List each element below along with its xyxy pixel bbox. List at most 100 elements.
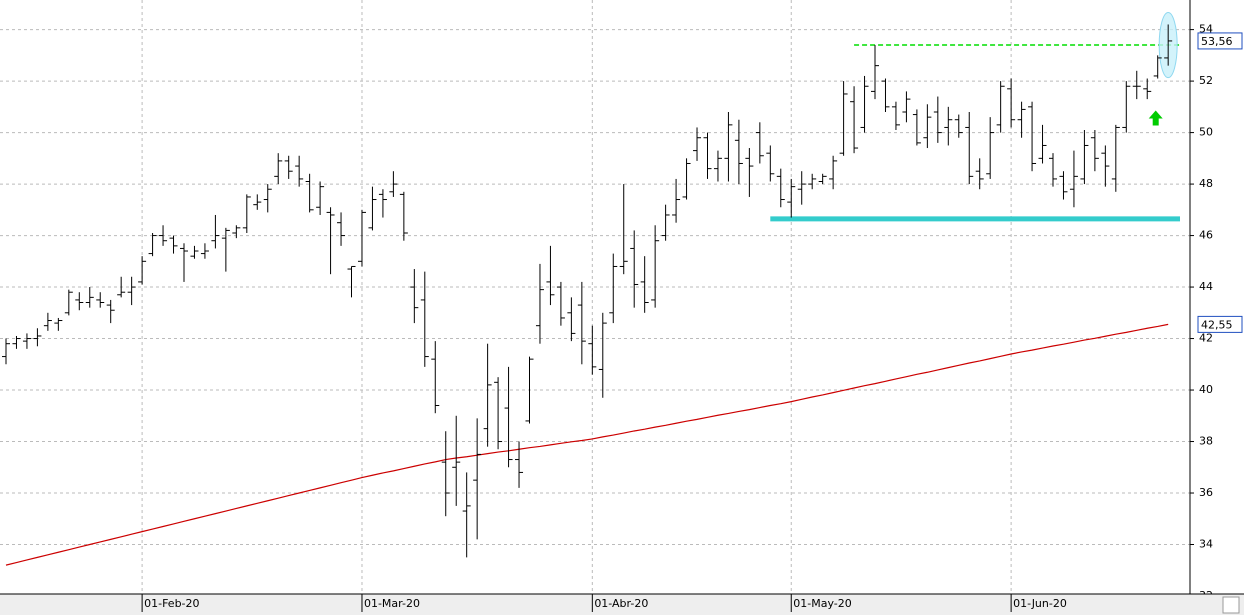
ohlc-bar xyxy=(1080,130,1089,185)
ohlc-bar xyxy=(12,335,21,349)
ohlc-bar xyxy=(22,333,31,349)
ohlc-bar xyxy=(577,281,586,365)
y-tick-label: 44 xyxy=(1199,280,1213,293)
ohlc-bar xyxy=(797,171,806,205)
ohlc-bar xyxy=(127,276,136,306)
ohlc-bar xyxy=(1143,78,1152,100)
ohlc-bar xyxy=(1153,55,1162,79)
ohlc-bar xyxy=(295,155,304,187)
ohlc-bar xyxy=(1049,153,1057,187)
ohlc-bar xyxy=(347,265,356,298)
ohlc-bar xyxy=(850,86,859,154)
ohlc-bar xyxy=(399,191,408,241)
ohlc-bar xyxy=(713,150,722,182)
ohlc-bar xyxy=(1059,171,1068,200)
ohlc-bar xyxy=(504,366,513,468)
ohlc-bar xyxy=(860,75,869,133)
ohlc-bar xyxy=(986,117,995,179)
y-tick-label: 36 xyxy=(1199,486,1213,499)
ohlc-bar xyxy=(588,325,597,375)
ohlc-bar xyxy=(337,212,346,246)
ohlc-bar xyxy=(2,338,10,365)
ohlc-bar xyxy=(284,155,293,179)
ohlc-bar xyxy=(253,194,262,210)
ohlc-bar xyxy=(661,204,670,241)
ohlc-bar xyxy=(274,153,283,185)
ohlc-bar xyxy=(1069,150,1078,208)
ohlc-bar xyxy=(1038,124,1047,164)
ohlc-bar xyxy=(85,287,94,308)
ohlc-bar xyxy=(462,472,471,558)
ohlc-bar xyxy=(1111,124,1120,192)
corner-icon xyxy=(1222,596,1240,614)
ohlc-bar xyxy=(891,101,900,131)
y-tick-label: 38 xyxy=(1199,435,1213,448)
ohlc-bar xyxy=(787,178,796,218)
y-tick-label: 48 xyxy=(1199,177,1213,190)
ohlc-bar xyxy=(734,119,743,185)
ohlc-bar xyxy=(75,292,84,311)
ohlc-bar xyxy=(923,104,932,149)
y-tick-label: 54 xyxy=(1199,23,1213,36)
ohlc-bar xyxy=(221,227,230,272)
ohlc-bar xyxy=(954,114,963,138)
y-tick-label: 46 xyxy=(1199,229,1213,242)
ohlc-bar xyxy=(1101,145,1110,187)
ohlc-bar xyxy=(556,281,565,326)
ohlc-bar xyxy=(410,269,419,324)
ohlc-bar xyxy=(651,225,660,308)
ohlc-bar xyxy=(598,312,607,398)
ohlc-bar xyxy=(933,96,942,143)
ohlc-bar xyxy=(619,184,628,275)
x-tick-label: 01-Feb-20 xyxy=(144,597,199,610)
ohlc-bar xyxy=(1164,24,1173,66)
ohlc-bar xyxy=(745,148,754,197)
ohlc-bar xyxy=(169,235,178,254)
ohlc-bar xyxy=(1122,81,1131,133)
y-tick-label: 42 xyxy=(1199,332,1213,345)
ohlc-bar xyxy=(818,173,827,185)
ohlc-bar xyxy=(357,209,366,267)
ohlc-bar xyxy=(305,173,314,213)
ohlc-bar xyxy=(1132,70,1141,100)
ohlc-bar xyxy=(483,343,492,447)
last-value-box xyxy=(1197,32,1243,50)
ohlc-bar xyxy=(138,256,147,285)
ohlc-bar xyxy=(452,415,461,506)
ohlc-bar xyxy=(965,111,974,185)
ohlc-bar xyxy=(263,184,272,213)
ohlc-bar xyxy=(546,245,555,306)
ohlc-bar xyxy=(200,243,209,259)
ohlc-bar xyxy=(693,127,702,161)
ohlc-bar xyxy=(975,158,984,190)
ohlc-bar xyxy=(378,189,387,218)
ohlc-bar xyxy=(431,341,440,414)
moving-average-line xyxy=(5,323,1169,566)
ohlc-bar xyxy=(242,194,251,233)
y-tick-label: 40 xyxy=(1199,383,1213,396)
ohlc-bar xyxy=(766,145,775,182)
ohlc-bar xyxy=(1028,101,1037,172)
ohlc-bar xyxy=(389,171,398,197)
ohlc-bar xyxy=(682,158,691,200)
ohlc-bar xyxy=(881,78,890,112)
ohlc-bar xyxy=(179,243,188,282)
ohlc-bar xyxy=(190,245,199,259)
ohlc-bar xyxy=(839,81,848,156)
x-tick-label: 01-Abr-20 xyxy=(594,597,648,610)
ohlc-bar xyxy=(1017,101,1026,138)
last-value-label: 53,56 xyxy=(1201,35,1233,48)
ohlc-bar xyxy=(567,297,576,342)
ohlc-bar xyxy=(96,292,105,308)
ohlc-bar xyxy=(776,168,785,208)
ohlc-bar xyxy=(117,276,126,298)
ohlc-bar xyxy=(703,132,712,179)
ohlc-bar xyxy=(640,256,649,313)
ohlc-bar xyxy=(420,271,429,367)
ohlc-bar xyxy=(106,299,115,324)
signal-arrow xyxy=(1148,110,1163,126)
ohlc-bar xyxy=(535,263,544,344)
last-value-box xyxy=(1197,315,1243,333)
